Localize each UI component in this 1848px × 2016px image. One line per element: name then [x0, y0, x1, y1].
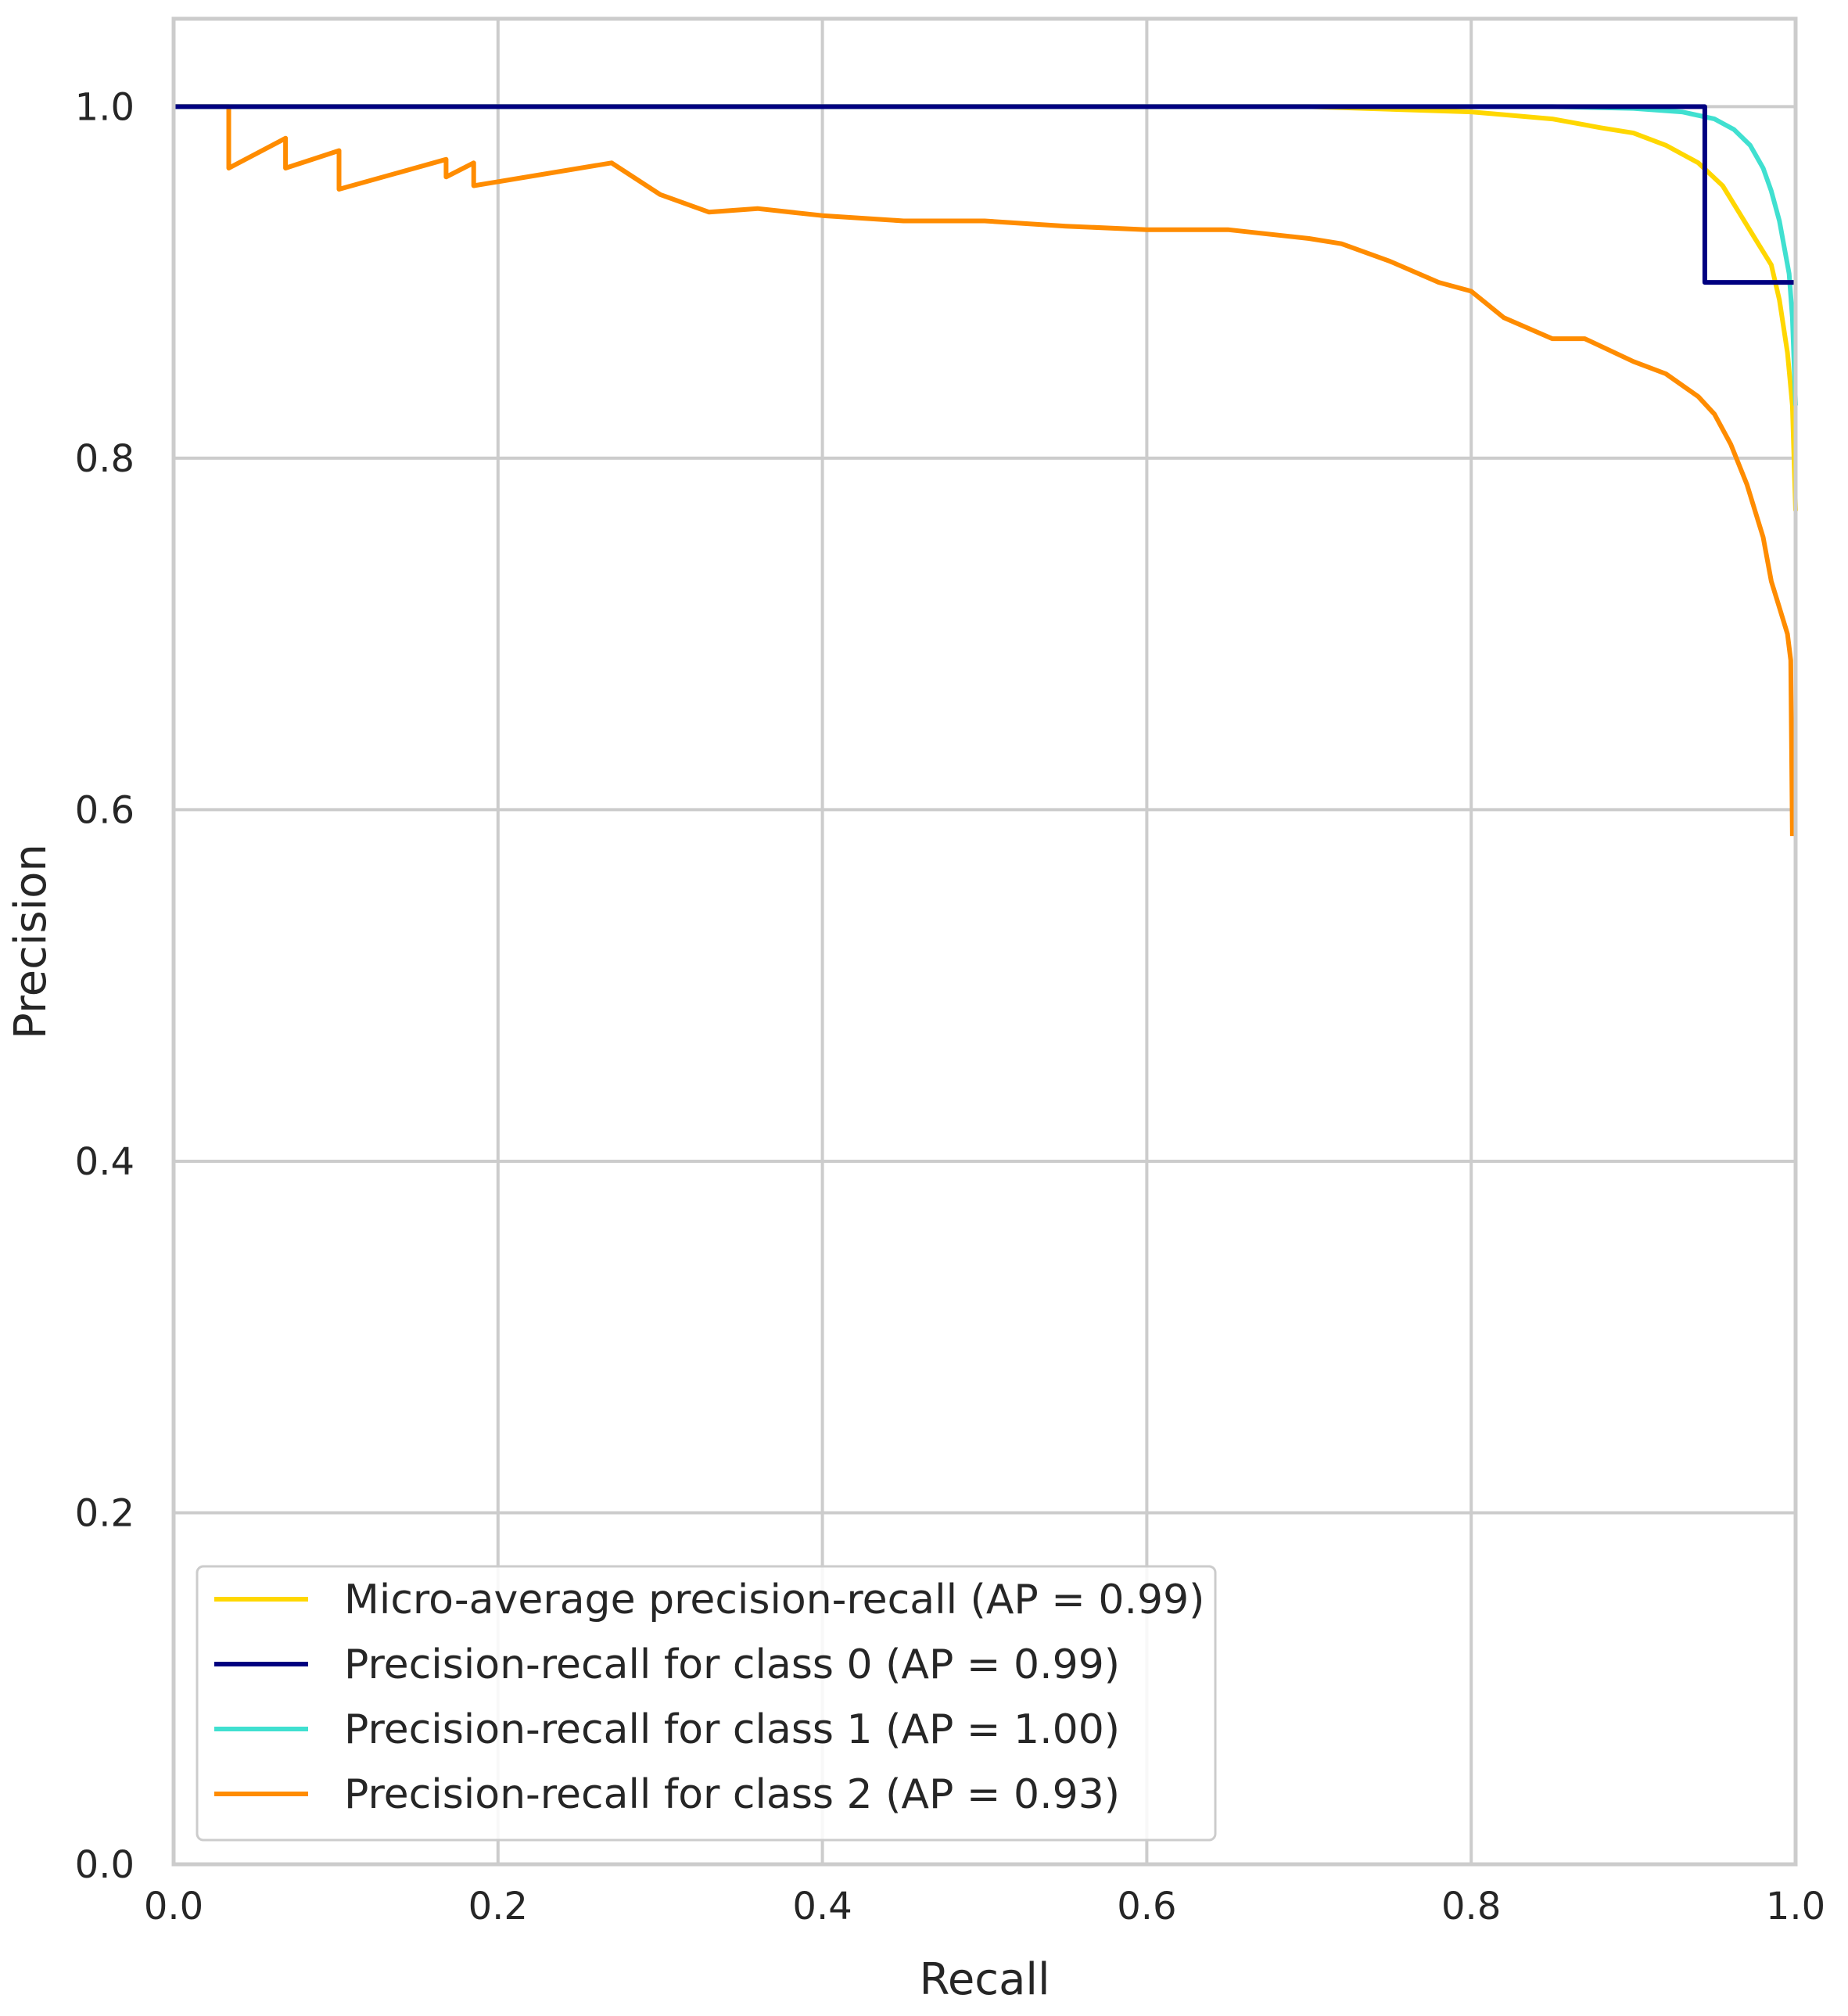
y-tick-label-4: 0.8 — [75, 437, 135, 481]
x-tick-label-1: 0.2 — [468, 1885, 528, 1928]
tick-labels: 0.0 0.2 0.4 0.6 0.8 1.0 0.0 0.2 0.4 0.6 0.8 1.0 — [75, 85, 1826, 1928]
y-tick-label-0: 0.0 — [75, 1843, 135, 1887]
y-tick-label-2: 0.4 — [75, 1140, 135, 1184]
x-tick-label-4: 0.8 — [1441, 1885, 1501, 1928]
series-line-class-0 — [174, 104, 1796, 285]
plot-frame — [171, 16, 1798, 1867]
series-lines — [174, 104, 1798, 837]
series-line-micro-average — [174, 104, 1798, 511]
legend-label-class-0: Precision-recall for class 0 (AP = 0.99) — [344, 1641, 1120, 1688]
legend-label-class-2: Precision-recall for class 2 (AP = 0.93) — [344, 1771, 1120, 1818]
x-tick-label-2: 0.4 — [792, 1885, 852, 1928]
x-axis-label: Recall — [919, 1954, 1050, 2005]
y-axis-label: Precision — [5, 844, 56, 1039]
x-tick-label-3: 0.6 — [1117, 1885, 1176, 1928]
x-tick-label-5: 1.0 — [1766, 1885, 1825, 1928]
legend-label-class-1: Precision-recall for class 1 (AP = 1.00) — [344, 1706, 1120, 1753]
legend-label-micro-average: Micro-average precision-recall (AP = 0.9… — [344, 1577, 1204, 1623]
x-tick-label-0: 0.0 — [144, 1885, 203, 1928]
grid-lines — [172, 19, 1797, 1866]
y-tick-label-5: 1.0 — [75, 85, 135, 129]
series-line-class-2 — [174, 104, 1795, 837]
y-tick-label-3: 0.6 — [75, 788, 135, 832]
legend-box — [196, 1565, 1217, 1842]
y-tick-label-1: 0.2 — [75, 1491, 135, 1535]
legend: Micro-average precision-recall (AP = 0.9… — [196, 1565, 1217, 1842]
